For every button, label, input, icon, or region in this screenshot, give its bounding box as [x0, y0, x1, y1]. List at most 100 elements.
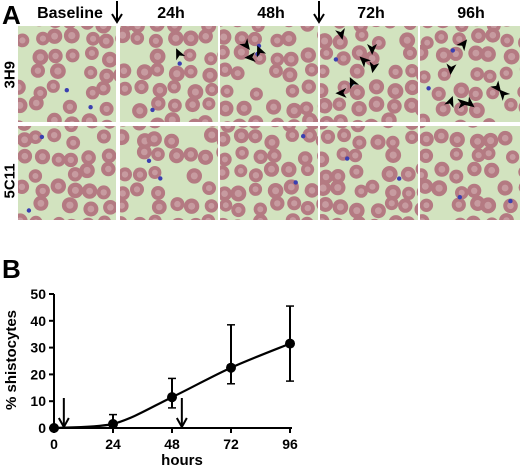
y-tick-label: 0 — [38, 420, 46, 436]
red-blood-cell — [454, 102, 468, 116]
red-blood-cell — [300, 201, 315, 216]
red-blood-cell — [151, 186, 166, 200]
y-tick-label: 20 — [30, 366, 46, 382]
red-blood-cell — [202, 181, 216, 195]
red-blood-cell — [18, 126, 32, 131]
red-blood-cell — [185, 97, 200, 113]
red-blood-cell — [113, 69, 116, 82]
red-blood-cell — [151, 96, 166, 111]
red-blood-cell — [148, 214, 162, 220]
red-blood-cell — [248, 115, 264, 122]
red-blood-cell — [67, 218, 76, 220]
red-blood-cell — [201, 214, 216, 220]
data-point — [167, 392, 177, 403]
red-blood-cell — [431, 180, 448, 197]
red-blood-cell — [453, 82, 470, 99]
red-blood-cell — [18, 213, 28, 220]
red-blood-cell — [62, 99, 77, 114]
red-blood-cell — [503, 26, 510, 27]
red-blood-cell — [517, 86, 520, 98]
red-blood-cell — [499, 213, 514, 220]
red-blood-cell — [115, 35, 116, 42]
red-blood-cell — [81, 183, 98, 199]
red-blood-cell — [320, 64, 330, 78]
platelet — [177, 61, 182, 66]
red-blood-cell — [448, 46, 463, 61]
red-blood-cell — [416, 187, 418, 197]
red-blood-cell — [351, 101, 367, 117]
red-blood-cell — [467, 183, 482, 198]
red-blood-cell — [101, 148, 116, 164]
red-blood-cell — [18, 33, 30, 48]
red-blood-cell — [184, 64, 198, 79]
platelet — [26, 208, 32, 213]
red-blood-cell — [220, 29, 232, 45]
red-blood-cell — [320, 126, 329, 130]
red-blood-cell — [285, 128, 299, 142]
platelet — [146, 158, 152, 163]
red-blood-cell — [234, 219, 241, 220]
red-blood-cell — [50, 178, 66, 194]
red-blood-cell — [96, 81, 111, 96]
red-blood-cell — [249, 126, 261, 129]
red-blood-cell — [405, 126, 418, 130]
red-blood-cell — [130, 31, 145, 45]
red-blood-cell — [216, 147, 218, 158]
micrograph-5c11-72h — [320, 126, 418, 220]
red-blood-cell — [403, 26, 417, 30]
red-blood-cell — [503, 48, 520, 65]
red-blood-cell — [28, 169, 43, 183]
red-blood-cell — [248, 168, 263, 183]
red-blood-cell — [168, 98, 182, 113]
red-blood-cell — [332, 217, 343, 220]
red-blood-cell — [18, 120, 23, 122]
red-blood-cell — [230, 66, 245, 81]
platelet — [293, 180, 298, 185]
red-blood-cell — [480, 197, 497, 214]
data-point — [285, 338, 295, 349]
red-blood-cell — [183, 198, 200, 214]
red-blood-cell — [136, 64, 153, 80]
blood-smear-image — [420, 126, 520, 220]
red-blood-cell — [433, 128, 449, 144]
red-blood-cell — [233, 128, 249, 144]
red-blood-cell — [503, 198, 518, 214]
red-blood-cell — [420, 178, 433, 194]
arrowhead-icon — [244, 52, 256, 63]
red-blood-cell — [404, 79, 418, 96]
red-blood-cell — [504, 98, 518, 112]
red-blood-cell — [134, 79, 149, 95]
red-blood-cell — [271, 126, 280, 128]
red-blood-cell — [132, 126, 147, 131]
red-blood-cell — [28, 95, 44, 111]
micrograph-5c11-96h — [420, 126, 520, 220]
red-blood-cell — [420, 148, 434, 163]
red-blood-cell — [320, 151, 330, 168]
red-blood-cell — [18, 132, 33, 148]
red-blood-cell — [249, 87, 263, 101]
red-blood-cell — [32, 49, 49, 66]
red-blood-cell — [449, 147, 463, 161]
red-blood-cell — [167, 80, 181, 94]
injection-arrow-icon — [57, 398, 70, 430]
red-blood-cell — [320, 83, 329, 99]
red-blood-cell — [320, 129, 336, 144]
red-blood-cell — [381, 166, 398, 182]
red-blood-cell — [482, 132, 499, 149]
red-blood-cell — [36, 31, 50, 46]
red-blood-cell — [466, 215, 481, 220]
platelet — [301, 134, 306, 139]
red-blood-cell — [284, 26, 293, 28]
red-blood-cell — [197, 149, 214, 165]
red-blood-cell — [233, 44, 250, 60]
red-blood-cell — [368, 96, 385, 112]
red-blood-cell — [170, 197, 185, 212]
red-blood-cell — [437, 67, 451, 81]
red-blood-cell — [420, 126, 426, 129]
red-blood-cell — [334, 26, 345, 29]
red-blood-cell — [84, 65, 98, 80]
red-blood-cell — [190, 217, 201, 220]
row-label-3h9: 3H9 — [1, 60, 19, 89]
arrowhead-icon — [335, 87, 347, 98]
red-blood-cell — [101, 161, 116, 177]
